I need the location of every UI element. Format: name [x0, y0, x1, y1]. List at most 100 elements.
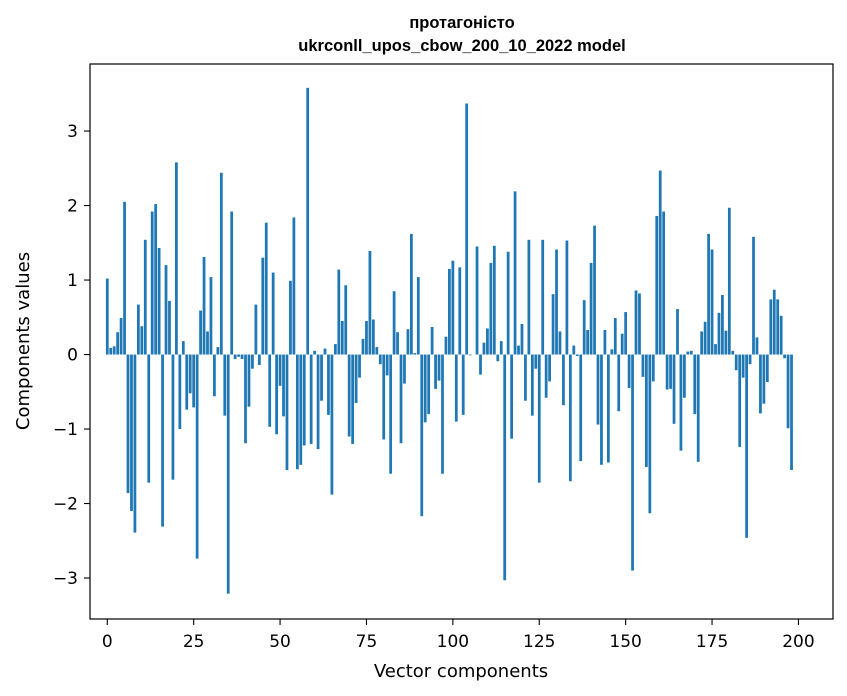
bar [143, 239, 147, 355]
bar [340, 321, 344, 355]
bar [475, 246, 479, 355]
bar [126, 354, 130, 494]
bar [655, 215, 659, 355]
bar [261, 257, 265, 355]
bar [489, 262, 493, 355]
bar [689, 350, 693, 355]
bar [603, 329, 607, 355]
bar [240, 354, 244, 360]
bar [105, 278, 109, 355]
bar [209, 277, 213, 355]
bar [365, 321, 368, 355]
bar [658, 170, 662, 355]
bar [765, 354, 769, 383]
bar [195, 354, 199, 559]
bar [226, 354, 230, 594]
bar [406, 329, 410, 355]
bar [154, 204, 158, 355]
bar [109, 347, 113, 355]
chart-subtitle: ukrconll_upos_cbow_200_10_2022 model [298, 37, 625, 55]
bar [486, 328, 489, 355]
bar [755, 337, 759, 355]
bar [499, 341, 503, 355]
bar [385, 354, 389, 376]
x-tick-label: 175 [696, 632, 728, 652]
bar [555, 249, 558, 355]
bar [665, 354, 669, 390]
bar [175, 162, 178, 355]
bar [420, 354, 424, 517]
bar [627, 354, 631, 389]
bar [769, 299, 773, 355]
bar [762, 354, 766, 404]
bar [302, 354, 306, 446]
bar [230, 211, 234, 355]
bar [634, 290, 638, 355]
bar [575, 354, 579, 357]
bar [358, 354, 361, 378]
bar [371, 319, 375, 355]
bar [133, 354, 137, 533]
chart-title: протагоністо [409, 14, 514, 32]
bar [790, 354, 793, 471]
x-tick-label: 25 [183, 632, 205, 652]
bar [641, 354, 645, 377]
bar [327, 354, 330, 415]
bar [479, 354, 482, 375]
bar [164, 265, 168, 355]
bar [178, 354, 182, 430]
bar [441, 354, 444, 474]
bar [482, 342, 486, 355]
bar [783, 354, 786, 359]
bar [171, 354, 175, 480]
bar [427, 354, 431, 415]
y-tick-label: −3 [53, 569, 78, 589]
bar [572, 345, 576, 355]
bar [271, 272, 275, 355]
bar [513, 191, 517, 355]
bar [624, 312, 628, 355]
bars-group [105, 87, 793, 594]
bar [703, 321, 707, 355]
bar [147, 354, 151, 483]
x-tick-label: 125 [523, 632, 555, 652]
bar [776, 299, 780, 355]
bar [223, 354, 227, 416]
bar [558, 331, 562, 355]
bar [123, 201, 126, 355]
bar [251, 354, 254, 369]
bar [116, 332, 120, 355]
x-tick-label: 100 [437, 632, 469, 652]
bar [437, 354, 441, 381]
x-tick-label: 150 [609, 632, 641, 652]
bar [313, 350, 317, 355]
bar [375, 347, 379, 355]
bar [600, 354, 603, 465]
bar [617, 354, 621, 412]
bar [278, 354, 282, 386]
bar [727, 207, 731, 355]
bar [503, 354, 507, 581]
bar [724, 330, 728, 355]
bar [119, 318, 123, 355]
bar [524, 354, 527, 401]
bar [275, 354, 278, 435]
bar [461, 354, 465, 415]
bar [541, 239, 545, 355]
bar [112, 346, 116, 355]
bar [306, 87, 310, 355]
x-tick-label: 75 [356, 632, 378, 652]
bar [257, 354, 261, 365]
bar [254, 304, 258, 355]
bar [396, 332, 399, 355]
bar [299, 354, 303, 465]
bar [492, 245, 496, 355]
bar [662, 211, 666, 355]
bar [510, 354, 513, 439]
x-axis-ticks: 0 25 50 75 100 125 150 175 200 [102, 619, 815, 652]
y-axis-label: Components values [13, 252, 34, 430]
bar [613, 318, 617, 355]
bar [157, 248, 161, 355]
y-tick-label: −1 [53, 420, 78, 440]
